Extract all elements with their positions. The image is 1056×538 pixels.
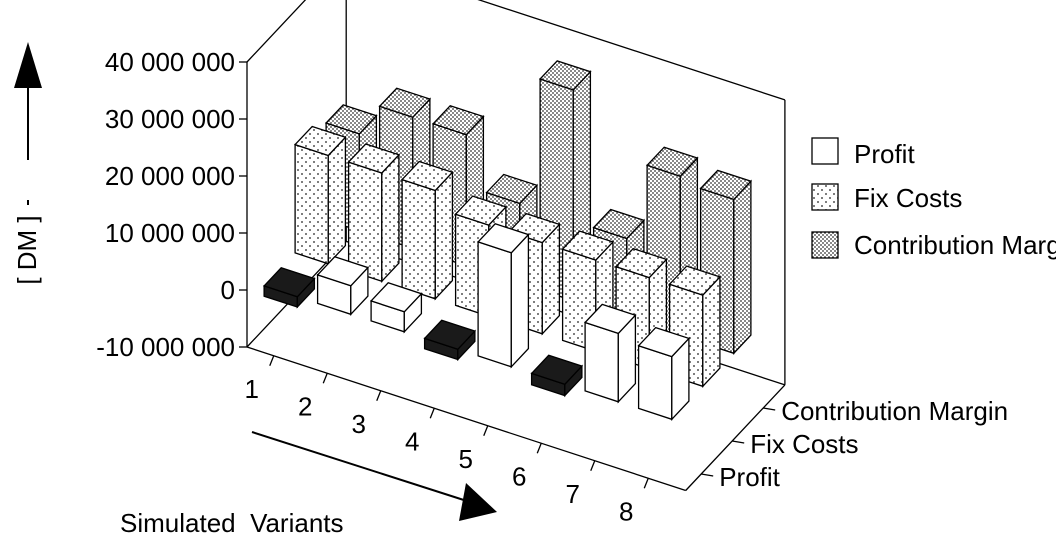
x-tick-mark bbox=[429, 408, 435, 419]
x-tick-label: 2 bbox=[298, 391, 312, 421]
bar-top-face bbox=[592, 208, 646, 240]
bar-top-face bbox=[668, 265, 722, 296]
bar-profit-5 bbox=[476, 223, 530, 369]
bar-top-face bbox=[561, 230, 615, 261]
y-tick-label: 20 000 000 bbox=[105, 161, 235, 191]
legend-label-fix-costs: Fix Costs bbox=[854, 183, 962, 213]
x-tick-mark bbox=[643, 478, 649, 489]
bar-front-face bbox=[401, 178, 436, 300]
bar-side-face bbox=[327, 135, 347, 266]
bar-fix-costs-1 bbox=[293, 125, 347, 266]
bar-profit-2 bbox=[316, 256, 370, 316]
y-axis-arrow-head bbox=[14, 42, 42, 88]
bar-fix-costs-3 bbox=[400, 160, 454, 301]
legend-label-contribution-margin: Contribution Margin bbox=[854, 230, 1056, 260]
x-tick-label: 7 bbox=[566, 479, 580, 509]
legend-swatch-fix-costs bbox=[811, 183, 839, 211]
bar-top-face bbox=[293, 125, 347, 157]
x-tick-mark bbox=[269, 355, 275, 366]
bar-front-face bbox=[477, 241, 512, 368]
bar-front-face bbox=[294, 143, 329, 265]
bar-top-face bbox=[645, 146, 699, 177]
bar-top-face bbox=[530, 354, 584, 386]
bar-top-face bbox=[637, 326, 691, 358]
x-axis-arrow-line bbox=[251, 431, 471, 503]
y-tick-label: -10 000 000 bbox=[96, 332, 235, 362]
x-tick-mark bbox=[590, 460, 596, 471]
x-tick-label: 4 bbox=[405, 426, 419, 456]
bar-top-face bbox=[583, 303, 637, 335]
y-axis-ticks: -10 000 000 0 10 000 000 20 000 000 30 000 0… bbox=[96, 47, 247, 362]
x-tick-label: 5 bbox=[459, 444, 473, 474]
depth-tick-mark bbox=[763, 407, 776, 411]
depth-tick-label: Profit bbox=[719, 462, 780, 492]
bar-front-face bbox=[637, 344, 673, 421]
x-axis-arrow-head bbox=[459, 483, 497, 521]
bar-side-face bbox=[381, 153, 400, 283]
bar-profit-3 bbox=[369, 282, 423, 334]
bar-profit-8 bbox=[637, 326, 691, 421]
bar-top-face bbox=[423, 319, 477, 351]
legend-label-profit: Profit bbox=[854, 139, 915, 169]
y-tick-label: 0 bbox=[221, 275, 235, 305]
bar-top-face bbox=[316, 256, 370, 287]
bar-side-face bbox=[434, 170, 454, 301]
floor-front-edge bbox=[246, 346, 686, 492]
x-axis-ticks: 1 2 3 4 5 6 7 8 bbox=[245, 355, 649, 526]
legend: Profit Fix Costs Contribution Margin bbox=[811, 137, 1056, 260]
depth-tick-label: Fix Costs bbox=[750, 429, 858, 459]
depth-tick-mark bbox=[732, 440, 745, 444]
bar-top-face bbox=[347, 143, 401, 174]
bar-top-face bbox=[485, 173, 539, 205]
bar-side-face bbox=[510, 232, 530, 369]
bar-profit-6 bbox=[530, 354, 584, 398]
frame-edge bbox=[246, 0, 307, 63]
bars bbox=[262, 60, 753, 421]
legend-swatch-contribution-margin bbox=[811, 231, 839, 259]
y-axis-label: [ DM ] bbox=[12, 215, 42, 284]
bar-top-face bbox=[614, 247, 668, 279]
x-tick-mark bbox=[376, 390, 382, 401]
bar-profit-4 bbox=[423, 319, 477, 362]
x-tick-label: 3 bbox=[352, 409, 366, 439]
bar-front-face bbox=[584, 321, 619, 403]
bar-profit-1 bbox=[262, 267, 316, 309]
bar-top-face bbox=[476, 223, 530, 254]
depth-tick-label: Contribution Margin bbox=[781, 396, 1008, 426]
depth-tick-mark bbox=[701, 473, 714, 477]
frame-edge bbox=[477, 0, 786, 101]
bar-top-face bbox=[538, 60, 592, 91]
y-tick-label: 10 000 000 bbox=[105, 218, 235, 248]
bar-side-face bbox=[733, 179, 752, 355]
x-tick-label: 1 bbox=[245, 374, 259, 404]
bar-top-face bbox=[400, 160, 454, 192]
x-tick-mark bbox=[483, 425, 489, 436]
bar-top-face bbox=[454, 195, 508, 226]
bar-top-face bbox=[378, 87, 432, 118]
x-tick-label: 6 bbox=[512, 461, 526, 491]
x-tick-mark bbox=[536, 443, 542, 454]
bar-top-face bbox=[369, 282, 423, 313]
x-tick-mark bbox=[322, 373, 328, 384]
y-tick-label: 40 000 000 bbox=[105, 47, 235, 77]
bar-top-face bbox=[262, 267, 316, 298]
bar-top-face bbox=[699, 169, 753, 201]
bar-top-face bbox=[431, 104, 485, 136]
bar-top-face bbox=[324, 104, 378, 135]
x-axis-label: Simulated Variants bbox=[120, 508, 344, 538]
bar-profit-7 bbox=[583, 303, 637, 404]
y-tick-label: 30 000 000 bbox=[105, 104, 235, 134]
bar-fix-costs-2 bbox=[347, 143, 401, 283]
x-tick-label: 8 bbox=[619, 496, 633, 526]
floor-right-edge bbox=[685, 384, 786, 491]
legend-swatch-profit bbox=[811, 137, 839, 165]
